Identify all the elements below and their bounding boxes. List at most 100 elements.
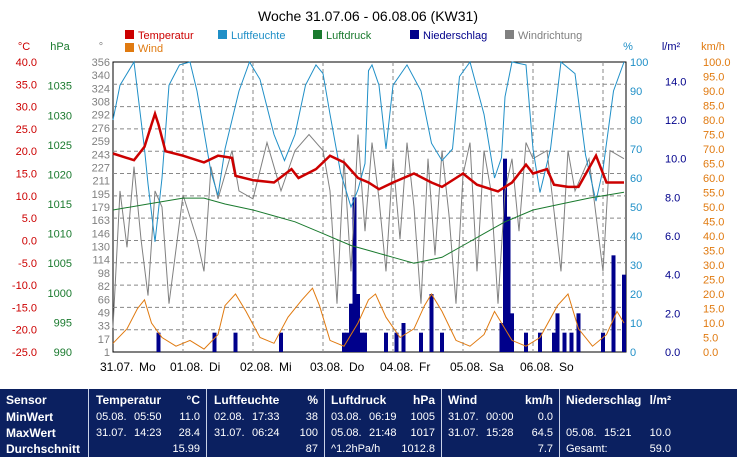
press-min-value: 1005 [410,411,435,423]
rain-bar [342,332,346,352]
direction-tick: 33 [98,321,110,333]
rain-bar [359,332,364,352]
rain-tick: 6.0 [665,231,680,243]
direction-tick: 340 [92,70,110,82]
stats-humidity-column: Luftfeuchte % 02.08. 17:33 38 31.07. 06:… [206,389,324,457]
temperature-tick: -25.0 [12,347,37,359]
wind-tick: 70.0 [703,144,724,156]
direction-tick: 227 [92,162,110,174]
direction-line [112,133,625,328]
rain-bar [601,332,605,352]
wind-min-time: 00:00 [486,411,514,423]
x-label-day: Mi [279,360,292,374]
chart-legend: Temperatur Luftfeuchte Luftdruck Niederschl… [125,30,582,55]
axis-unit-4: l/m² [662,41,681,53]
pressure-tick: 1035 [48,81,72,93]
humidity-tick: 70 [630,144,642,156]
rain-bar [622,274,626,352]
humidity-tick: 20 [630,289,642,301]
direction-tick: 1 [104,347,110,359]
x-label-date: 04.08. [380,360,413,374]
series-lines [112,60,625,350]
rain-bar [401,323,406,352]
statistics-panel: Sensor MinWert MaxWert Durchschnitt Temp… [0,389,737,457]
wind-tick: 35.0 [703,246,724,258]
pressure-tick: 1015 [48,199,72,211]
rain-max-date: 05.08. [566,427,597,439]
temperature-tick: -20.0 [12,325,37,337]
wind-tick: 5.0 [703,333,718,345]
rain-tick: 10.0 [665,154,686,166]
rain-bar [524,332,528,352]
press-avg-value: 1012.8 [401,443,435,455]
wind-tick: 40.0 [703,231,724,243]
pressure-unit: hPa [412,393,435,407]
direction-tick: 146 [92,228,110,240]
rain-bar [440,332,444,352]
pressure-tick: 1020 [48,169,72,181]
direction-tick: 179 [92,202,110,214]
hum-max-value: 100 [299,427,318,439]
pressure-tick: 1025 [48,140,72,152]
wind-tick: 20.0 [703,289,724,301]
hum-avg-value: 87 [305,443,318,455]
x-label-date: 02.08. [240,360,273,374]
rain-bar [352,197,357,352]
direction-tick: 259 [92,136,110,148]
hum-max-date: 31.07. [214,427,245,439]
pressure-tick: 1010 [48,229,72,241]
humidity-tick: 30 [630,260,642,272]
humidity-tick: 60 [630,173,642,185]
temp-min-date: 05.08. [96,411,127,423]
stats-sensor-column: Sensor MinWert MaxWert Durchschnitt [0,389,88,457]
legend-label-4: Windrichtung [518,30,582,42]
direction-tick: 195 [92,189,110,201]
pressure-tick: 990 [54,347,72,359]
press-max-date: 05.08. [331,427,362,439]
direction-tick: 17 [98,334,110,346]
wind-tick: 95.0 [703,72,724,84]
wind-min-date: 31.07. [448,411,479,423]
stats-rain-column: Niederschlag l/m² 05.08. 15:21 10.0 Gesa… [559,389,677,457]
rain-tick: 2.0 [665,308,680,320]
rain-bar [569,332,574,352]
humidity-line [112,60,625,242]
direction-tick: 356 [92,57,110,69]
hum-min-value: 38 [305,411,318,423]
row-label-max: MaxWert [6,426,56,440]
rain-bar [384,332,388,352]
humidity-tick: 10 [630,318,642,330]
axis-unit-1: hPa [50,41,70,53]
legend-label-5: Wind [138,43,163,55]
humidity-unit: % [307,393,318,407]
rain-bar [562,332,567,352]
x-label-date: 05.08. [450,360,483,374]
chart-title: Woche 31.07.06 - 06.08.06 (KW31) [258,8,478,24]
wind-tick: 0.0 [703,347,718,359]
rain-total-label: Gesamt: [566,443,608,455]
wind-unit: km/h [524,393,553,407]
rain-bar [499,323,504,352]
legend-swatch-5 [125,43,134,52]
rain-unit: l/m² [649,393,671,407]
legend-swatch-1 [218,30,227,39]
legend-label-3: Niederschlag [423,30,487,42]
wind-max-time: 15:28 [486,427,514,439]
temperature-tick: 20.0 [16,146,37,158]
press-max-value: 1017 [410,427,435,439]
wind-avg-value: 7.7 [537,443,553,455]
humidity-tick: 50 [630,202,642,214]
press-trend: ^1.2hPa/h [331,443,381,455]
hum-min-date: 02.08. [214,411,245,423]
legend-swatch-4 [505,30,514,39]
temperature-line [112,109,624,193]
rain-max-value: 10.0 [649,427,671,439]
temp-max-time: 14:23 [134,427,162,439]
x-label-day: Do [349,360,365,374]
temperature-tick: 10.0 [16,191,37,203]
direction-tick: 292 [92,110,110,122]
pressure-tick: 1005 [48,258,72,270]
hum-max-time: 06:24 [252,427,280,439]
temperature-header: Temperatur [96,393,162,407]
direction-tick: 114 [92,255,110,267]
